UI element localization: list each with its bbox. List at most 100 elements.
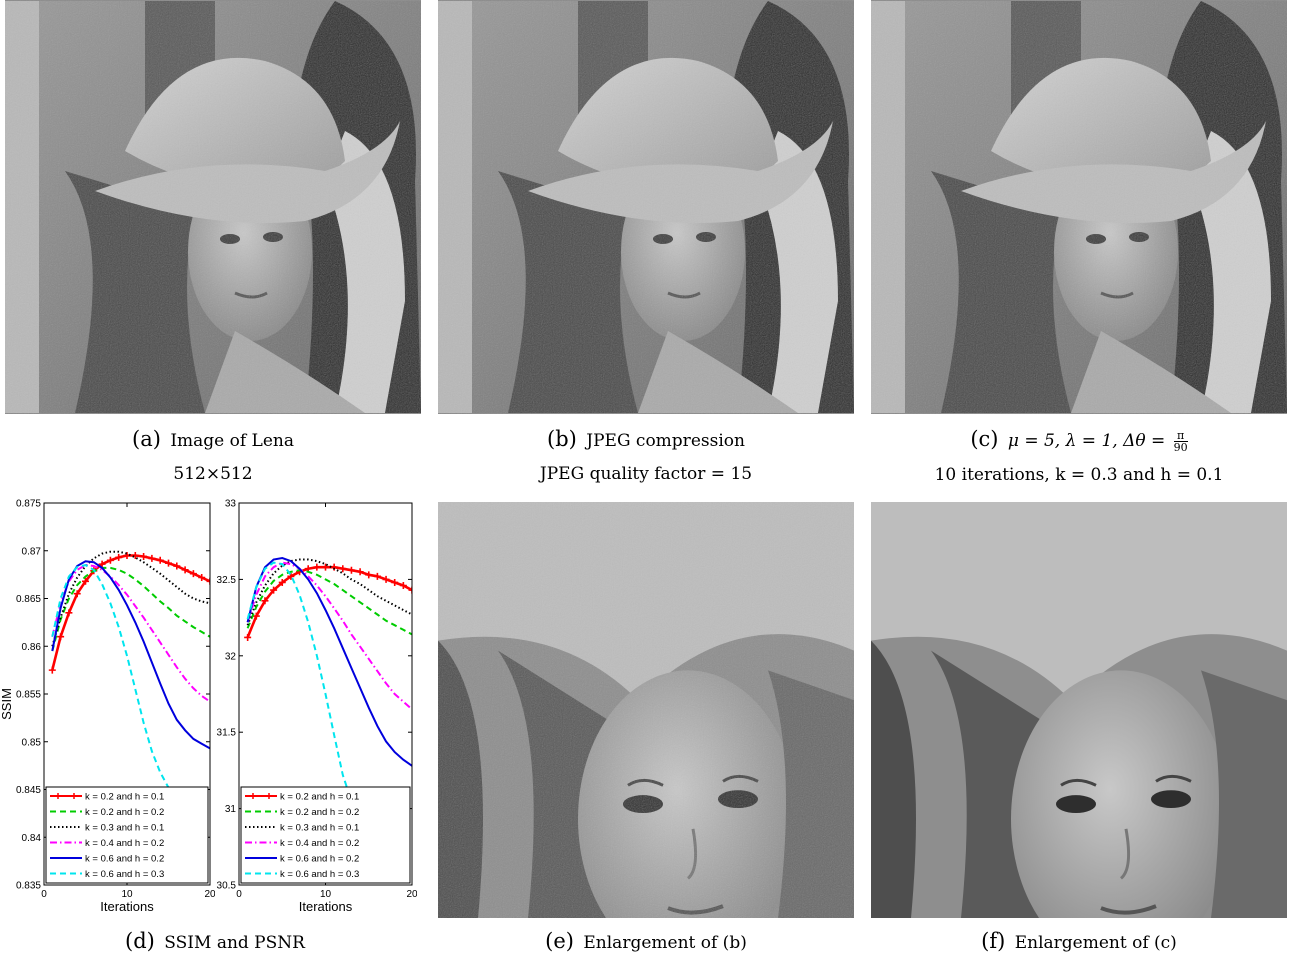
series-marker	[82, 577, 89, 585]
series-group	[244, 556, 412, 817]
caption-c: (c) μ = 5, λ = 1, Δθ = π 90 10 iterations…	[871, 428, 1287, 486]
psnr-chart: 30.5 31 31.5 32 32.5 33 0 10 20 k = 0.2 and h = 0…	[217, 499, 417, 915]
legend-marker	[266, 793, 272, 799]
caption-c-mu: μ = 5,	[1007, 431, 1061, 451]
series-marker	[57, 633, 65, 641]
x-tick-label: 20	[204, 889, 215, 900]
image-f-enlargement-c	[871, 502, 1287, 918]
legend-label: k = 0.3 and h = 0.1	[85, 823, 164, 834]
caption-e-text: Enlargement of (b)	[583, 933, 747, 953]
y-tick-label: 32.5	[217, 575, 237, 586]
series-marker	[106, 556, 114, 564]
plot-frame	[238, 502, 413, 886]
series-line	[246, 558, 412, 626]
series-marker	[140, 552, 148, 560]
series-marker	[261, 597, 269, 605]
series-marker	[365, 571, 373, 579]
series-marker	[347, 566, 355, 574]
y-tick-label: 0.855	[16, 690, 41, 701]
legend-label: k = 0.2 and h = 0.2	[85, 807, 164, 818]
y-tick-label: 0.87	[22, 546, 42, 557]
legend-marker	[250, 793, 256, 799]
caption-a-text: Image of Lena	[170, 431, 294, 451]
legend-label: k = 0.4 and h = 0.2	[85, 838, 164, 849]
series-line	[246, 569, 412, 636]
series-marker	[48, 666, 56, 674]
y-tick-label: 33	[225, 499, 237, 510]
y-tick-label: 0.85	[22, 737, 42, 748]
series-marker	[148, 554, 156, 562]
series-marker	[339, 565, 347, 573]
legend-label: k = 0.3 and h = 0.1	[280, 823, 359, 834]
x-tick-label: 10	[121, 889, 133, 900]
y-tick-label: 30.5	[217, 881, 237, 892]
caption-a-label: (a)	[132, 427, 161, 451]
series-marker	[278, 578, 286, 586]
series-marker	[131, 552, 139, 560]
series-marker	[198, 573, 206, 581]
frac-denominator: 90	[1173, 441, 1188, 454]
caption-d: (d) SSIM and PSNR	[0, 930, 430, 954]
x-tick-label: 10	[320, 889, 332, 900]
series-marker	[165, 559, 172, 567]
series-marker	[156, 556, 164, 564]
legend-label: k = 0.2 and h = 0.2	[280, 807, 359, 818]
caption-b-text: JPEG compression	[586, 431, 745, 451]
caption-f: (f) Enlargement of (c)	[871, 930, 1287, 954]
series-marker	[115, 553, 123, 561]
legend-label: k = 0.4 and h = 0.2	[280, 838, 359, 849]
frac-numerator: π	[1173, 430, 1188, 442]
ssim-chart: 0.835 0.84 0.845 0.85 0.855 0.86 0.865 0.87 0.87…	[0, 499, 215, 915]
caption-f-label: (f)	[981, 929, 1006, 953]
series-marker	[287, 572, 295, 580]
plot-frame	[43, 502, 211, 886]
legend-label: k = 0.6 and h = 0.2	[85, 854, 164, 865]
legend-box	[240, 786, 411, 884]
legend-box	[45, 786, 209, 884]
series-marker	[98, 560, 106, 568]
series-line	[246, 561, 412, 711]
series-marker	[373, 572, 381, 580]
image-b-jpeg	[438, 0, 854, 414]
series-line	[246, 561, 361, 817]
caption-f-text: Enlargement of (c)	[1014, 933, 1177, 953]
caption-c-fraction: π 90	[1173, 430, 1188, 454]
series-marker	[270, 586, 278, 594]
caption-c-label: (c)	[970, 427, 999, 451]
series-marker	[356, 568, 364, 576]
caption-c-lambda: λ = 1,	[1065, 431, 1118, 451]
series-marker	[399, 582, 407, 590]
series-line	[51, 564, 170, 789]
caption-b-label: (b)	[547, 427, 577, 451]
caption-a-line2: 512×512	[173, 464, 253, 484]
y-tick-label: 32	[225, 651, 237, 662]
caption-b-line2: JPEG quality factor = 15	[539, 464, 753, 484]
caption-c-line2: 10 iterations, k = 0.3 and h = 0.1	[934, 465, 1224, 485]
caption-d-label: (d)	[125, 929, 155, 953]
y-tick-label: 31	[225, 804, 237, 815]
x-axis-label: Iterations	[299, 899, 353, 914]
y-tick-label: 0.835	[16, 881, 41, 892]
y-tick-label: 31.5	[217, 728, 237, 739]
caption-e: (e) Enlargement of (b)	[438, 930, 854, 954]
caption-d-text: SSIM and PSNR	[164, 933, 305, 953]
image-e-enlargement-b	[438, 502, 854, 918]
y-tick-label: 0.865	[16, 594, 41, 605]
series-group	[48, 550, 210, 789]
series-marker	[173, 562, 181, 570]
y-axis-label: SSIM	[0, 688, 14, 720]
series-marker	[408, 586, 412, 594]
y-tick-label: 0.86	[22, 642, 42, 653]
series-marker	[189, 570, 197, 578]
series-marker	[382, 575, 390, 583]
series-marker	[322, 563, 329, 571]
image-a-lena	[5, 0, 421, 414]
y-tick-label: 0.875	[16, 499, 41, 510]
legend-label: k = 0.6 and h = 0.3	[280, 869, 359, 880]
legend-label: k = 0.2 and h = 0.1	[280, 792, 359, 803]
y-tick-label: 0.84	[22, 833, 42, 844]
series-marker	[65, 609, 73, 617]
series-marker	[391, 578, 399, 586]
series-marker	[206, 577, 210, 585]
image-c-restored	[871, 0, 1287, 414]
